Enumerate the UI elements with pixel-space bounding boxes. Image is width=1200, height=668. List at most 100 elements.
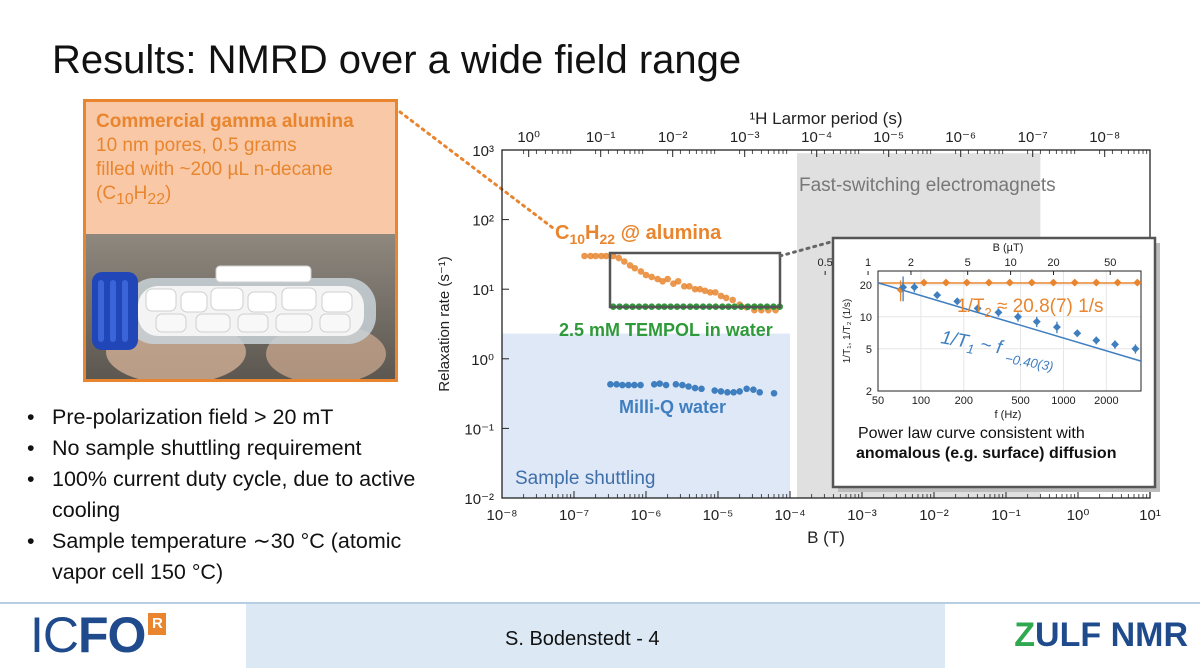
data-point xyxy=(701,287,709,295)
inset-data-point xyxy=(1131,344,1140,353)
footer-right-panel: ZULF NMR xyxy=(945,604,1200,668)
data-point xyxy=(686,283,693,290)
inset-data-point xyxy=(1014,312,1022,321)
top-tick-label: 10⁻⁴ xyxy=(801,129,832,146)
data-point xyxy=(650,381,658,388)
data-point xyxy=(729,296,736,304)
top-tick-label: 10⁻² xyxy=(658,129,688,146)
main-x-axis-label: B (T) xyxy=(807,528,845,547)
bullet-list: Pre-polarization field > 20 mT No sample… xyxy=(22,402,442,588)
data-point xyxy=(619,381,626,389)
inset-data-point xyxy=(973,304,982,313)
top-tick-label: 10⁰ xyxy=(517,129,540,146)
y-tick-label: 10⁰ xyxy=(471,352,494,369)
data-point xyxy=(609,252,617,260)
inset-caption-bold: anomalous (e.g. surface) diffusion xyxy=(856,445,1117,462)
y-tick-label: 10⁻² xyxy=(464,491,494,508)
data-point xyxy=(736,388,743,395)
top-tick-label: 10⁻⁵ xyxy=(873,129,904,146)
inset-label-t2: 1/T2 ≈ 20.8(7) 1/s xyxy=(957,296,1104,320)
data-point xyxy=(642,271,650,279)
sample-vial-photo xyxy=(86,234,395,379)
series-label-decane: C10H22 @ alumina xyxy=(555,222,722,247)
data-point xyxy=(664,275,671,283)
x-tick-label: 10⁰ xyxy=(1067,507,1090,524)
inset-top-tick-label: 10 xyxy=(1004,257,1016,269)
inset-data-point xyxy=(1070,278,1079,287)
top-tick-label: 10⁻³ xyxy=(730,129,760,146)
inset-plot-frame xyxy=(877,270,1142,392)
data-point xyxy=(662,381,670,389)
bullet-item: 100% current duty cycle, due to active c… xyxy=(22,464,442,526)
footer-bar: ICFO R S. Bodenstedt - 4 ZULF NMR xyxy=(0,602,1200,668)
data-point xyxy=(637,381,644,389)
data-point xyxy=(756,389,764,396)
sample-info-text: Commercial gamma alumina 10 nm pores, 0.… xyxy=(96,110,391,212)
sample-shuttling-label: Sample shuttling xyxy=(515,468,655,489)
inset-y-tick-label: 2 xyxy=(866,386,872,398)
x-tick-label: 10⁻² xyxy=(919,507,949,524)
bullet-item: No sample shuttling requirement xyxy=(22,433,442,464)
inset-top-tick-label: 50 xyxy=(1104,257,1116,269)
data-point xyxy=(626,262,634,269)
main-y-axis-label: Relaxation rate (s⁻¹) xyxy=(436,256,453,391)
data-point xyxy=(607,381,614,388)
inset-y-tick-label: 10 xyxy=(860,312,872,324)
bullet-item: Sample temperature ∼30 °C (atomic vapor … xyxy=(22,526,442,588)
inset-top-tick-label: 5 xyxy=(965,257,971,269)
zoom-dotted-line xyxy=(778,238,840,258)
x-tick-label: 10⁻⁸ xyxy=(487,507,518,524)
inset-y-axis-label: 1/T₁, 1/T₂ (1/s) xyxy=(842,299,853,364)
inset-x-axis-label: f (Hz) xyxy=(995,409,1022,421)
data-point xyxy=(711,387,719,394)
inset-x-tick-label: 2000 xyxy=(1094,395,1118,407)
bullet-item: Pre-polarization field > 20 mT xyxy=(22,402,442,433)
series-label-milliq: Milli-Q water xyxy=(619,397,726,417)
sample-line-pores: 10 nm pores, 0.5 grams xyxy=(96,135,297,156)
data-point xyxy=(706,289,714,296)
inset-data-point xyxy=(1133,278,1142,287)
data-point xyxy=(613,381,620,388)
data-point xyxy=(698,385,705,393)
data-point xyxy=(648,273,656,281)
inset-top-tick-label: 0.5 xyxy=(817,257,832,269)
data-point xyxy=(743,385,750,393)
inset-data-point xyxy=(962,278,971,287)
inset-data-point xyxy=(953,297,962,306)
data-point xyxy=(730,389,737,396)
vial-illustration xyxy=(86,234,395,379)
x-tick-label: 10⁻³ xyxy=(847,507,877,524)
data-point xyxy=(691,384,699,392)
data-point xyxy=(696,285,704,293)
icfo-logo: ICFO R xyxy=(30,606,167,664)
data-point xyxy=(712,289,719,296)
y-tick-label: 10¹ xyxy=(472,282,494,299)
inset-top-tick-label: 2 xyxy=(908,257,914,269)
zoom-region-box xyxy=(608,251,782,309)
data-point xyxy=(625,381,632,389)
inset-x-tick-label: 1000 xyxy=(1051,395,1075,407)
sample-formula: (C10H22) xyxy=(96,183,172,208)
data-point xyxy=(691,285,699,293)
inset-data-point xyxy=(1049,278,1058,287)
data-point xyxy=(592,252,599,260)
data-point xyxy=(680,283,688,290)
fast-switching-label: Fast-switching electromagnets xyxy=(799,175,1056,196)
x-tick-label: 10¹ xyxy=(1139,507,1161,524)
region-band-0 xyxy=(502,333,790,498)
data-point xyxy=(637,268,645,275)
inset-top-axis-label: B (µT) xyxy=(993,242,1024,254)
data-point xyxy=(631,381,638,389)
inset-data-point xyxy=(994,308,1003,317)
inset-x-tick-label: 500 xyxy=(1011,395,1029,407)
top-tick-label: 10⁻⁸ xyxy=(1089,129,1120,146)
inset-y-tick-label: 5 xyxy=(866,344,872,356)
data-point xyxy=(615,254,623,262)
inset-caption-bold-box: anomalous (e.g. surface) diffusion xyxy=(856,445,1117,462)
sample-heading: Commercial gamma alumina xyxy=(96,111,354,132)
data-point xyxy=(717,292,725,300)
data-point xyxy=(654,275,661,283)
data-point xyxy=(674,277,682,285)
data-point xyxy=(750,386,757,393)
